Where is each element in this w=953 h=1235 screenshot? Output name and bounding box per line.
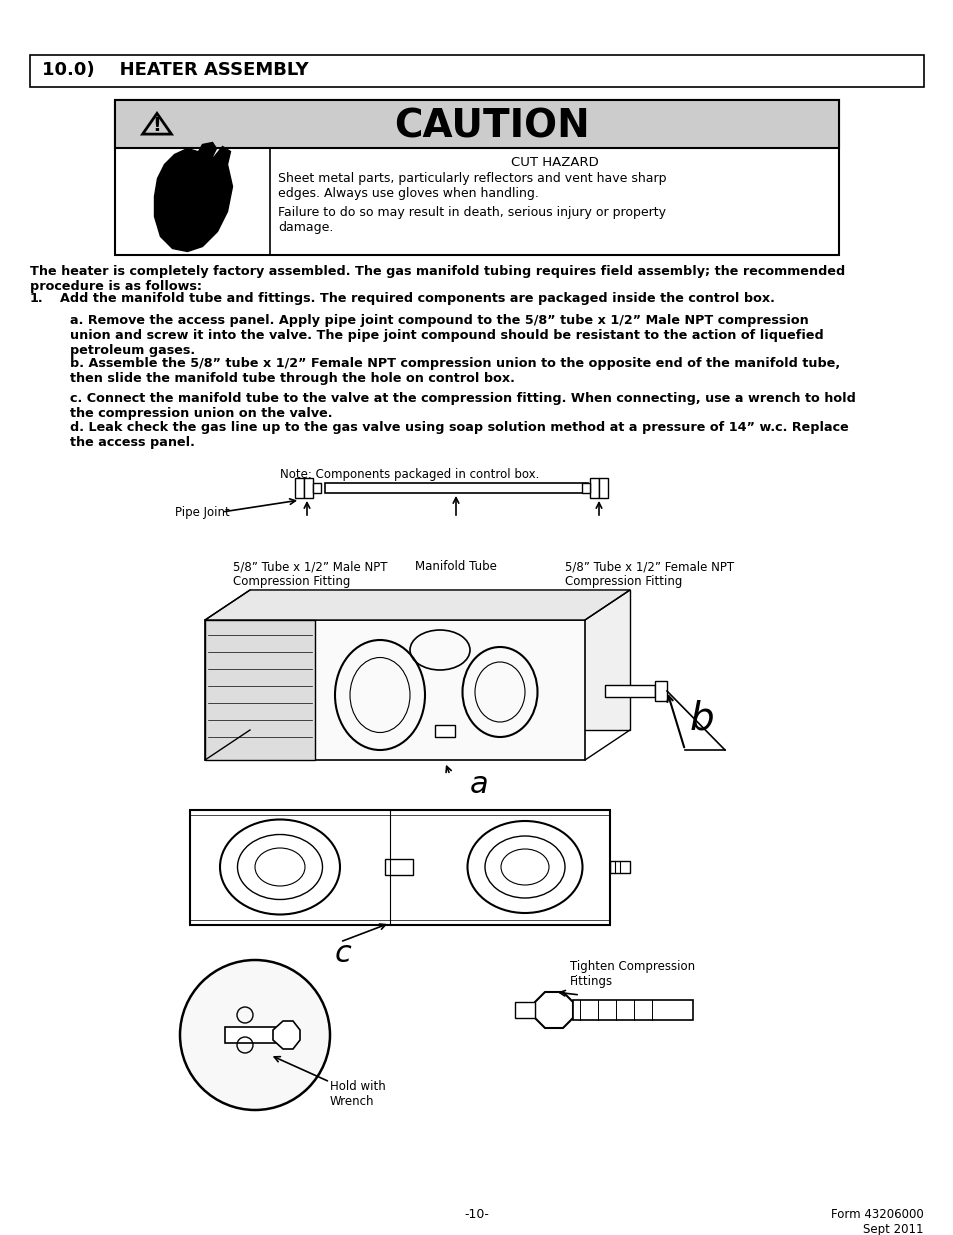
Text: 1.: 1. — [30, 291, 44, 305]
Text: -10-: -10- — [464, 1208, 489, 1221]
Text: a. Remove the access panel. Apply pipe joint compound to the 5/8” tube x 1/2” Ma: a. Remove the access panel. Apply pipe j… — [70, 314, 822, 357]
Text: a: a — [470, 769, 488, 799]
Bar — [205, 620, 314, 760]
Bar — [581, 483, 589, 493]
Text: Failure to do so may result in death, serious injury or property
damage.: Failure to do so may result in death, se… — [277, 206, 665, 233]
Bar — [294, 478, 304, 498]
Bar — [115, 100, 838, 148]
Bar — [325, 483, 587, 493]
Bar — [385, 860, 413, 876]
Bar — [435, 725, 455, 737]
Text: b. Assemble the 5/8” tube x 1/2” Female NPT compression union to the opposite en: b. Assemble the 5/8” tube x 1/2” Female … — [70, 357, 840, 385]
Bar — [225, 1028, 280, 1044]
Bar — [30, 56, 923, 86]
Bar — [205, 620, 584, 760]
Bar — [589, 478, 598, 498]
Text: !: ! — [152, 116, 161, 135]
Bar — [115, 100, 838, 254]
Text: d. Leak check the gas line up to the gas valve using soap solution method at a p: d. Leak check the gas line up to the gas… — [70, 421, 848, 450]
Text: CUT HAZARD: CUT HAZARD — [510, 156, 598, 169]
Text: Manifold Tube: Manifold Tube — [415, 559, 497, 573]
Text: Tighten Compression
Fittings: Tighten Compression Fittings — [569, 960, 695, 988]
Text: CAUTION: CAUTION — [394, 107, 589, 146]
Text: c. Connect the manifold tube to the valve at the compression fitting. When conne: c. Connect the manifold tube to the valv… — [70, 391, 855, 420]
Polygon shape — [535, 992, 573, 1028]
Text: Note: Components packaged in control box.: Note: Components packaged in control box… — [280, 468, 538, 480]
Bar — [190, 810, 609, 925]
Bar — [515, 1002, 535, 1018]
Bar — [598, 478, 607, 498]
Text: Hold with
Wrench: Hold with Wrench — [330, 1079, 385, 1108]
Bar — [573, 1000, 692, 1020]
Text: Pipe Joint: Pipe Joint — [174, 506, 230, 519]
Text: Add the manifold tube and fittings. The required components are packaged inside : Add the manifold tube and fittings. The … — [60, 291, 774, 305]
Bar — [604, 685, 655, 697]
Text: c: c — [335, 939, 352, 968]
Ellipse shape — [180, 960, 330, 1110]
Bar — [609, 861, 629, 873]
Bar — [250, 590, 629, 730]
Text: b: b — [689, 700, 714, 739]
Polygon shape — [273, 1021, 299, 1049]
Bar — [304, 478, 313, 498]
Bar — [655, 680, 666, 701]
Text: 10.0)    HEATER ASSEMBLY: 10.0) HEATER ASSEMBLY — [42, 61, 309, 79]
Bar — [313, 483, 320, 493]
Polygon shape — [154, 142, 233, 252]
Text: 5/8” Tube x 1/2” Female NPT
Compression Fitting: 5/8” Tube x 1/2” Female NPT Compression … — [564, 559, 734, 588]
Text: The heater is completely factory assembled. The gas manifold tubing requires fie: The heater is completely factory assembl… — [30, 266, 844, 293]
Bar — [115, 100, 838, 148]
Text: Form 43206000
Sept 2011: Form 43206000 Sept 2011 — [830, 1208, 923, 1235]
Polygon shape — [205, 590, 629, 620]
Text: Sheet metal parts, particularly reflectors and vent have sharp
edges. Always use: Sheet metal parts, particularly reflecto… — [277, 172, 666, 200]
Text: 5/8” Tube x 1/2” Male NPT
Compression Fitting: 5/8” Tube x 1/2” Male NPT Compression Fi… — [233, 559, 387, 588]
